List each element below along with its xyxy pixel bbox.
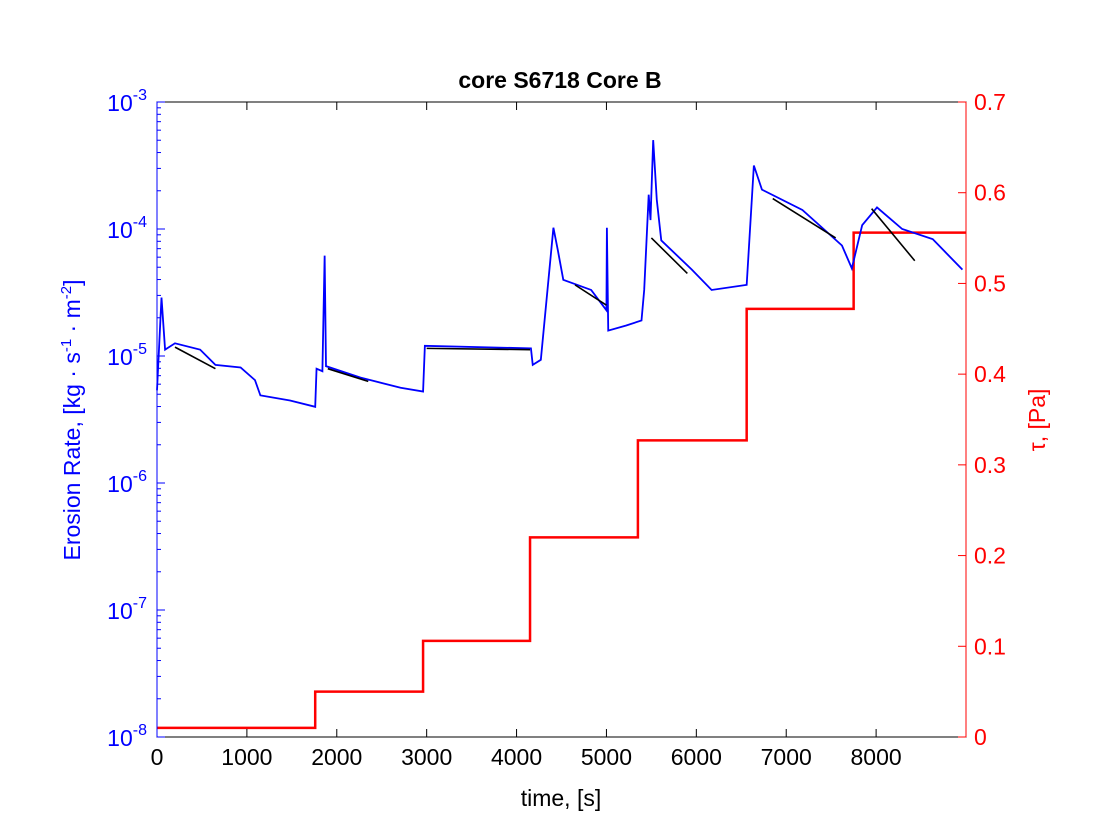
- y-right-tick-label: 0.7: [974, 89, 1006, 115]
- y-left-tick-label: 10-3: [107, 87, 147, 116]
- y-left-tick-label: 10-7: [107, 595, 147, 624]
- x-tick-label: 3000: [401, 744, 452, 770]
- y-right-tick-label: 0.1: [974, 633, 1006, 659]
- y-left-tick-label: 10-8: [107, 722, 147, 751]
- fit-line-0: [174, 346, 216, 370]
- x-tick-label: 8000: [851, 744, 902, 770]
- y-axis-left-label: Erosion Rate, [kg · s-1 · m-2]: [58, 279, 85, 560]
- fit-line-6: [871, 208, 916, 262]
- fit-line-2: [426, 347, 531, 351]
- y-left-tick-label: 10-5: [107, 341, 147, 370]
- y-right-tick-label: 0.6: [974, 180, 1006, 206]
- fit-line-1: [327, 367, 369, 383]
- erosion-series-line: [156, 140, 964, 408]
- y-right-tick-label: 0.4: [974, 361, 1006, 387]
- x-tick-label: 0: [151, 744, 164, 770]
- x-tick-label: 2000: [311, 744, 362, 770]
- y-axis-right-label: τ, [Pa]: [1024, 389, 1050, 452]
- y-right-tick-label: 0.3: [974, 452, 1006, 478]
- fit-line-4: [650, 237, 688, 275]
- y-left-tick-label: 10-4: [107, 214, 147, 243]
- chart-title: core S6718 Core B: [458, 67, 661, 93]
- fit-line-3: [574, 284, 607, 306]
- plot-frame: [156, 101, 967, 738]
- y-left-tick-label: 10-6: [107, 468, 147, 497]
- x-tick-label: 4000: [491, 744, 542, 770]
- fit-line-5: [772, 197, 837, 239]
- x-tick-label: 5000: [581, 744, 632, 770]
- x-axis-label: time, [s]: [521, 785, 602, 811]
- y-right-tick-label: 0.5: [974, 270, 1006, 296]
- y-right-tick-label: 0.2: [974, 543, 1006, 569]
- y-right-tick-label: 0: [974, 724, 987, 750]
- x-tick-label: 1000: [221, 744, 272, 770]
- tau-series-line: [157, 231, 966, 730]
- x-tick-label: 6000: [671, 744, 722, 770]
- x-tick-label: 7000: [761, 744, 812, 770]
